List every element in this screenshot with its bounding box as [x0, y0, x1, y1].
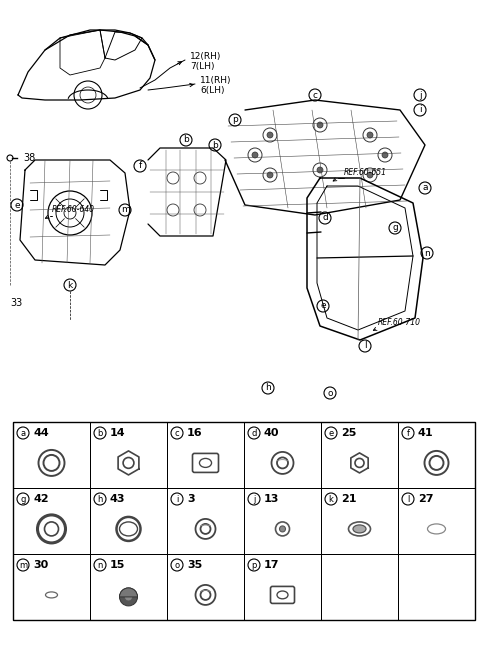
Text: a: a [21, 428, 25, 438]
Circle shape [267, 132, 273, 138]
Text: 44: 44 [33, 428, 49, 438]
Text: l: l [407, 495, 409, 504]
Text: b: b [212, 140, 218, 150]
Bar [90, 488, 167, 554]
Circle shape [317, 167, 323, 173]
Bar [13, 422, 90, 488]
Text: c: c [175, 428, 180, 438]
Circle shape [279, 526, 286, 532]
Text: 40: 40 [264, 428, 279, 438]
Text: 15: 15 [110, 560, 125, 570]
Text: 38: 38 [23, 153, 35, 163]
Text: 30: 30 [33, 560, 48, 570]
Text: 14: 14 [110, 428, 126, 438]
Text: REF.60-710: REF.60-710 [378, 318, 421, 327]
Text: h: h [265, 384, 271, 392]
Circle shape [367, 172, 373, 178]
Bar [398, 554, 475, 620]
Text: p: p [252, 560, 257, 569]
Bar [321, 554, 398, 620]
Bar [321, 422, 398, 488]
Text: k: k [67, 281, 72, 289]
Text: m: m [120, 205, 130, 215]
Circle shape [120, 588, 137, 606]
Bar [244, 488, 321, 554]
Text: 42: 42 [33, 494, 48, 504]
Text: 3: 3 [187, 494, 194, 504]
Bar [244, 554, 321, 620]
Bar [321, 488, 398, 554]
Text: 16: 16 [187, 428, 203, 438]
Bar [167, 422, 244, 488]
Bar [398, 488, 475, 554]
Bar [13, 554, 90, 620]
Text: f: f [138, 161, 142, 171]
Text: 13: 13 [264, 494, 279, 504]
Text: b: b [97, 428, 103, 438]
Text: c: c [312, 91, 317, 100]
Text: 21: 21 [341, 494, 357, 504]
Bar [244, 422, 321, 488]
Bar [398, 422, 475, 488]
Text: 41: 41 [418, 428, 433, 438]
Circle shape [252, 152, 258, 158]
Bar [167, 488, 244, 554]
Text: 43: 43 [110, 494, 125, 504]
Bar [90, 422, 167, 488]
Text: o: o [174, 560, 180, 569]
Text: 6(LH): 6(LH) [200, 87, 225, 96]
Text: g: g [392, 224, 398, 232]
Circle shape [267, 172, 273, 178]
Text: a: a [422, 184, 428, 192]
Text: 11(RH): 11(RH) [200, 77, 231, 85]
Text: g: g [20, 495, 26, 504]
Text: i: i [176, 495, 178, 504]
Text: 12(RH): 12(RH) [190, 52, 221, 62]
Text: 25: 25 [341, 428, 356, 438]
Text: p: p [232, 115, 238, 125]
Text: 33: 33 [10, 298, 22, 308]
Text: REF.60-651: REF.60-651 [344, 168, 387, 177]
Circle shape [124, 593, 132, 601]
Text: h: h [97, 495, 103, 504]
Text: e: e [14, 201, 20, 209]
Circle shape [382, 152, 388, 158]
Text: m: m [19, 560, 27, 569]
Bar [13, 488, 90, 554]
Text: d: d [252, 428, 257, 438]
Bar [90, 554, 167, 620]
Circle shape [317, 122, 323, 128]
Text: l: l [364, 342, 366, 350]
Text: e: e [328, 428, 334, 438]
Text: e: e [320, 302, 326, 310]
Text: n: n [424, 249, 430, 258]
Text: n: n [97, 560, 103, 569]
Text: 35: 35 [187, 560, 202, 570]
Text: o: o [327, 388, 333, 398]
Text: i: i [419, 106, 421, 115]
Text: k: k [329, 495, 334, 504]
Text: f: f [407, 428, 409, 438]
Text: 17: 17 [264, 560, 279, 570]
Bar [13, 422, 475, 620]
Wedge shape [120, 588, 137, 597]
Text: 7(LH): 7(LH) [190, 62, 215, 72]
Bar [167, 554, 244, 620]
Text: d: d [322, 213, 328, 222]
Ellipse shape [353, 525, 366, 533]
Text: 27: 27 [418, 494, 433, 504]
Circle shape [367, 132, 373, 138]
Text: j: j [419, 91, 421, 100]
Text: j: j [253, 495, 255, 504]
Text: REF.60-640: REF.60-640 [52, 205, 95, 214]
Text: b: b [183, 136, 189, 144]
